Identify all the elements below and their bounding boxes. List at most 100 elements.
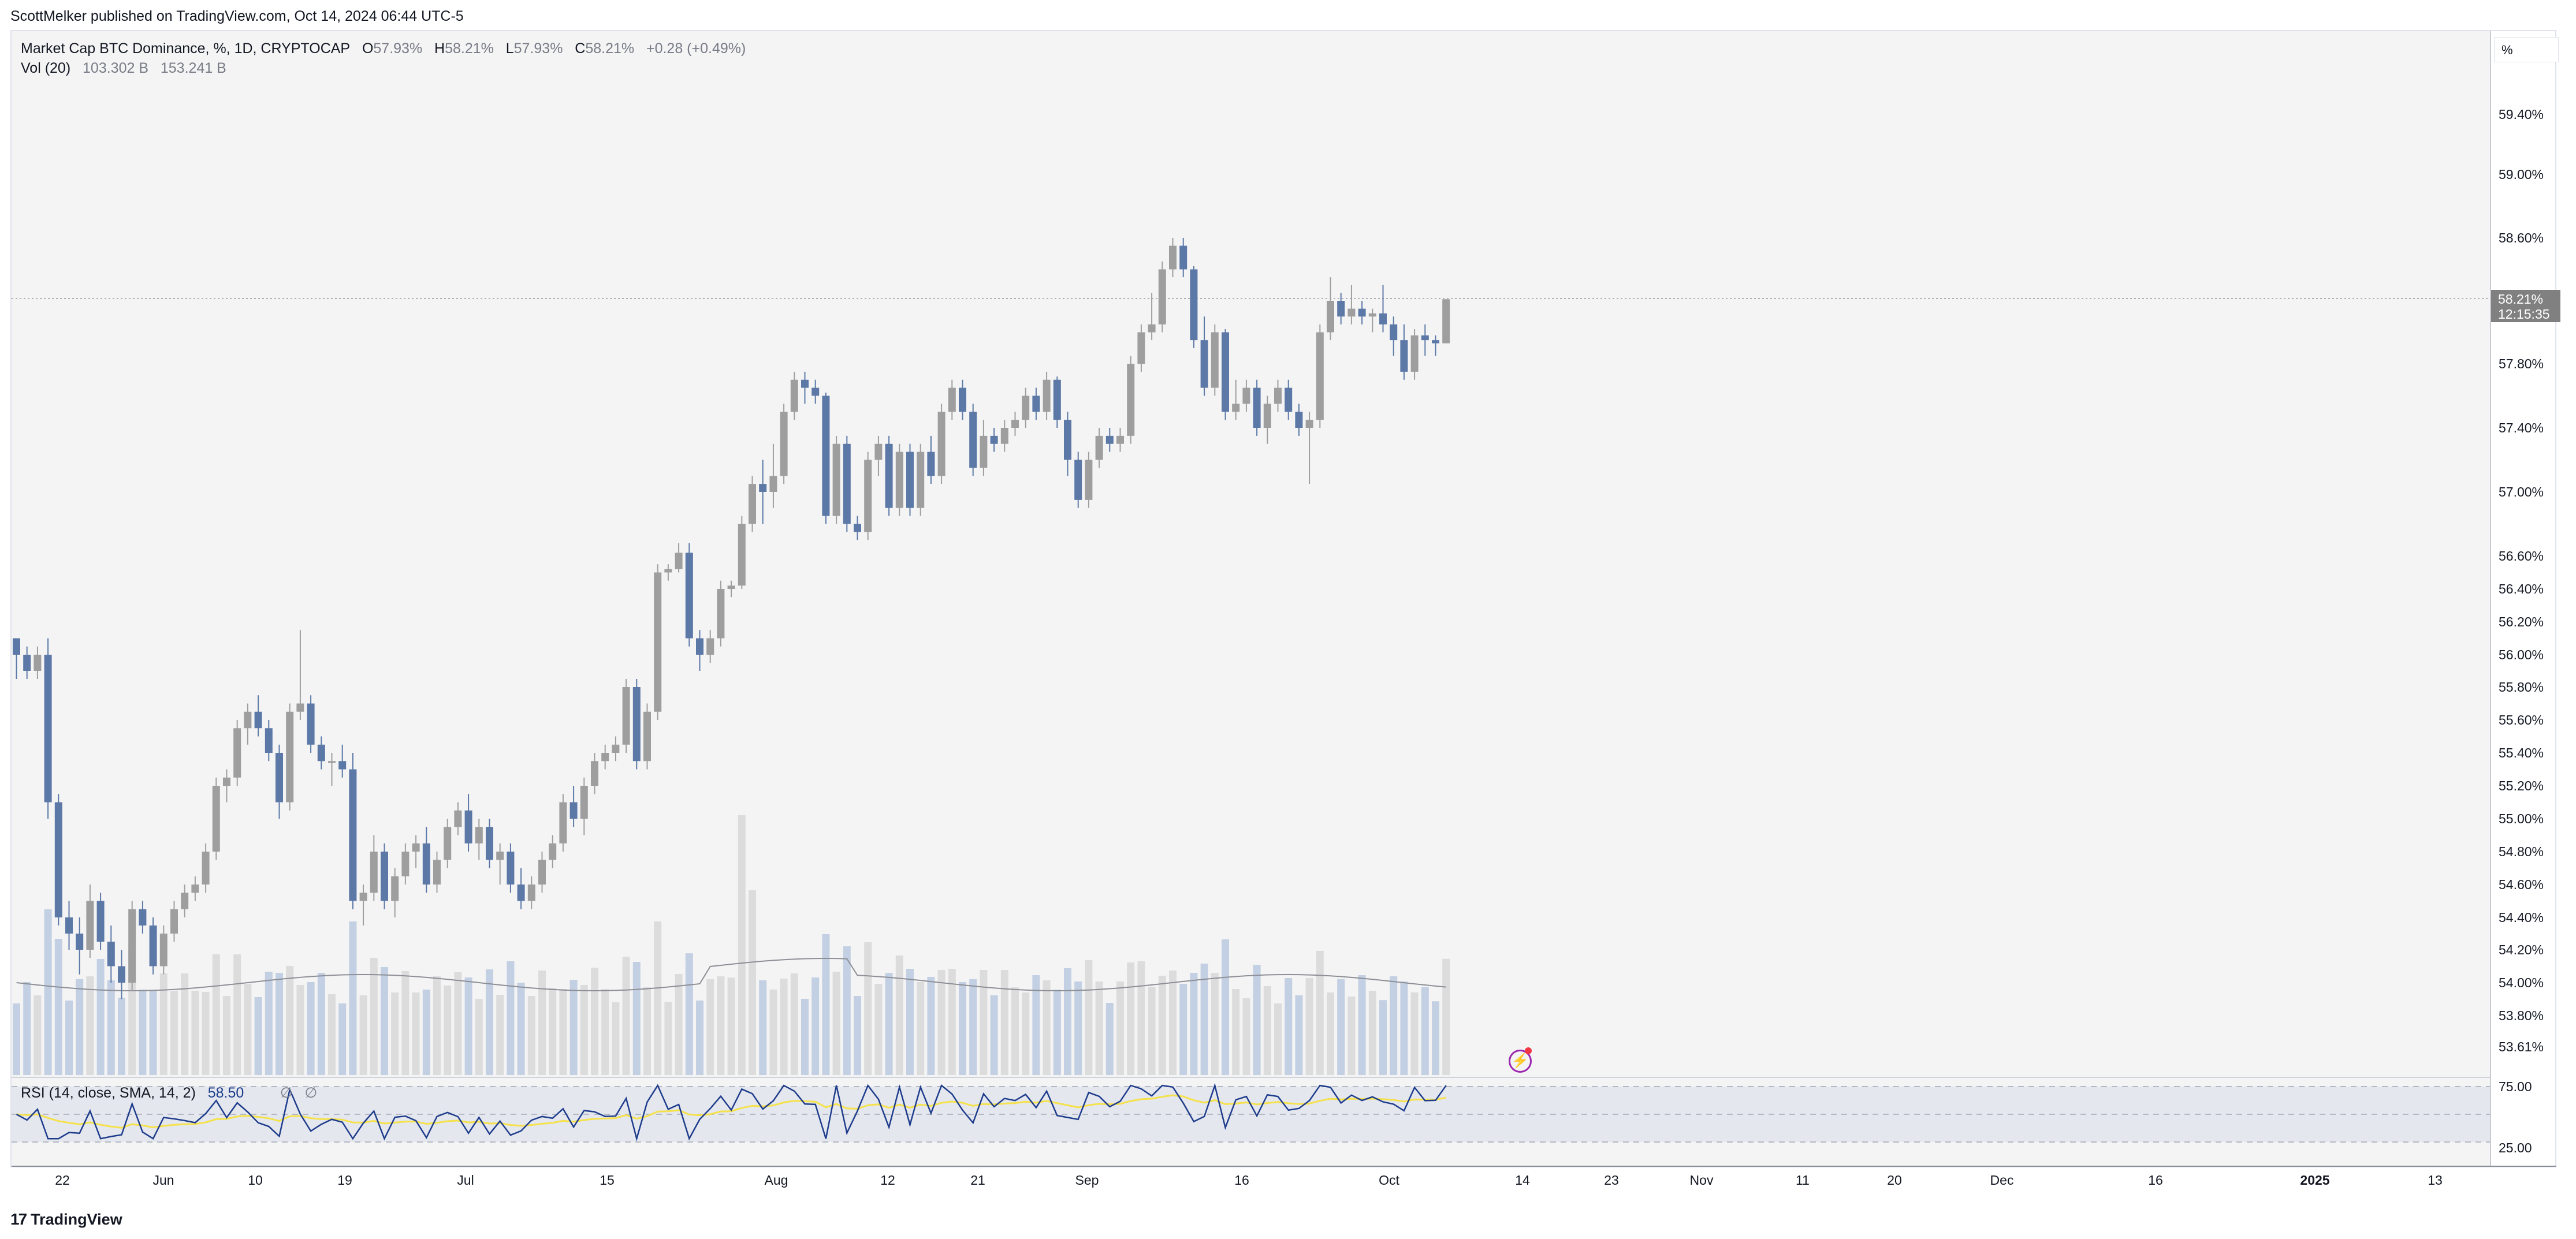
volume-bar	[223, 996, 230, 1075]
time-tick-label: 21	[970, 1173, 985, 1188]
volume-bar	[538, 971, 546, 1075]
volume-bar	[759, 980, 767, 1075]
volume-bar	[1085, 960, 1093, 1075]
candle-body	[370, 852, 378, 893]
candle-body	[1442, 299, 1450, 344]
tradingview-logo-icon: 17	[10, 1210, 27, 1228]
candle-body	[959, 387, 966, 412]
volume-bar	[696, 1001, 703, 1075]
volume-bar	[1274, 1003, 1282, 1075]
candle-body	[433, 860, 441, 885]
price-tick-label: 55.40%	[2499, 745, 2544, 760]
candle-body	[632, 687, 641, 762]
lightning-icon[interactable]: ⚡	[1509, 1050, 1532, 1073]
rsi-label[interactable]: RSI (14, close, SMA, 14, 2)	[21, 1085, 196, 1101]
candle-body	[885, 443, 893, 508]
volume-label[interactable]: Vol (20)	[21, 60, 71, 76]
volume-bar	[76, 979, 84, 1075]
price-tick-label: 57.40%	[2499, 420, 2544, 435]
candle-body	[675, 553, 683, 569]
volume-bar	[801, 999, 809, 1075]
candle-body	[1400, 340, 1408, 372]
price-axis-ticks: 59.40% 59.00% 58.60% 57.80% 57.40% 57.00% 56.6…	[2499, 107, 2544, 1054]
volume-bar	[643, 987, 651, 1075]
rsi-legend[interactable]: RSI (14, close, SMA, 14, 2) 58.50 ∅ ∅	[21, 1084, 317, 1102]
volume-bar	[496, 995, 504, 1075]
tradingview-logo[interactable]: 17 TradingView	[10, 1210, 122, 1229]
candle-body	[990, 435, 998, 444]
candle-body	[612, 744, 620, 753]
bar-countdown: 12:15:35	[2498, 307, 2550, 322]
candle-body	[1432, 340, 1439, 344]
candle-body	[1053, 379, 1061, 420]
volume-bar	[854, 996, 861, 1075]
candle-body	[328, 761, 336, 763]
volume-bar	[959, 982, 966, 1075]
volume-bar	[1379, 1000, 1387, 1075]
candle-body	[233, 728, 241, 778]
candle-body	[1000, 428, 1008, 444]
candle-body	[727, 585, 735, 589]
volume-bar	[1316, 951, 1324, 1075]
time-tick-label: 15	[600, 1173, 615, 1188]
volume-bar	[917, 982, 925, 1075]
candle-body	[1200, 340, 1208, 388]
volume-bar	[1368, 991, 1376, 1075]
symbol-name[interactable]: Market Cap BTC Dominance, %, 1D, CRYPTOC…	[21, 40, 351, 57]
volume-bar	[1305, 978, 1313, 1075]
volume-bar	[1263, 986, 1271, 1075]
volume-value-1: 103.302 B	[83, 60, 149, 76]
candle-body	[1064, 420, 1071, 460]
candle-body	[1347, 308, 1356, 317]
volume-bar	[370, 958, 378, 1075]
volume-bar	[1285, 978, 1293, 1075]
price-unit-box[interactable]: %	[2494, 37, 2559, 62]
time-tick-label: 13	[2428, 1173, 2443, 1188]
candle-body	[685, 553, 693, 639]
candle-body	[359, 893, 367, 901]
price-tick-label: 56.20%	[2499, 614, 2544, 629]
candle-body	[170, 909, 178, 934]
volume-bar	[401, 971, 410, 1075]
price-tick-label: 54.40%	[2499, 910, 2544, 925]
volume-bar	[937, 970, 945, 1075]
volume-bar	[23, 982, 31, 1075]
volume-bar	[1253, 965, 1261, 1075]
time-tick-label: 22	[55, 1173, 70, 1188]
volume-bar	[1105, 1003, 1114, 1075]
candle-body	[717, 589, 725, 639]
time-tick-label: 16	[1234, 1173, 1249, 1188]
volume-bar	[191, 991, 199, 1075]
volume-ma-line	[16, 958, 1446, 992]
volume-legend[interactable]: Vol (20) 103.302 B 153.241 B	[21, 60, 226, 77]
candle-body	[843, 443, 851, 524]
candle-body	[527, 885, 535, 901]
candle-body	[507, 852, 515, 885]
candle-body	[444, 827, 452, 860]
candle-body	[286, 711, 294, 803]
volume-bar	[1337, 979, 1345, 1075]
rsi-na-symbol-2: ∅	[304, 1085, 318, 1101]
candle-body	[1074, 460, 1082, 500]
volume-bar	[1327, 992, 1334, 1075]
candle-body	[244, 711, 252, 729]
candle-body	[1158, 269, 1166, 324]
symbol-legend[interactable]: Market Cap BTC Dominance, %, 1D, CRYPTOC…	[21, 40, 746, 57]
price-tick-label: 55.80%	[2499, 680, 2544, 695]
time-tick-label: 19	[337, 1173, 352, 1188]
candle-body	[1253, 387, 1261, 428]
candle-body	[1285, 387, 1293, 412]
time-tick-label: 23	[1604, 1173, 1619, 1188]
last-price-value: 58.21%	[2498, 292, 2544, 307]
volume-bar	[317, 973, 325, 1075]
volume-bar	[118, 998, 125, 1075]
volume-bar	[549, 988, 557, 1075]
time-tick-label: Jun	[152, 1173, 174, 1188]
volume-bar	[1000, 970, 1008, 1075]
volume-bar	[969, 979, 977, 1075]
candle-body	[864, 460, 872, 532]
volume-bar	[1137, 961, 1145, 1075]
volume-bar	[328, 994, 336, 1075]
rsi-axis-ticks: 75.00 25.00	[2499, 1079, 2532, 1155]
